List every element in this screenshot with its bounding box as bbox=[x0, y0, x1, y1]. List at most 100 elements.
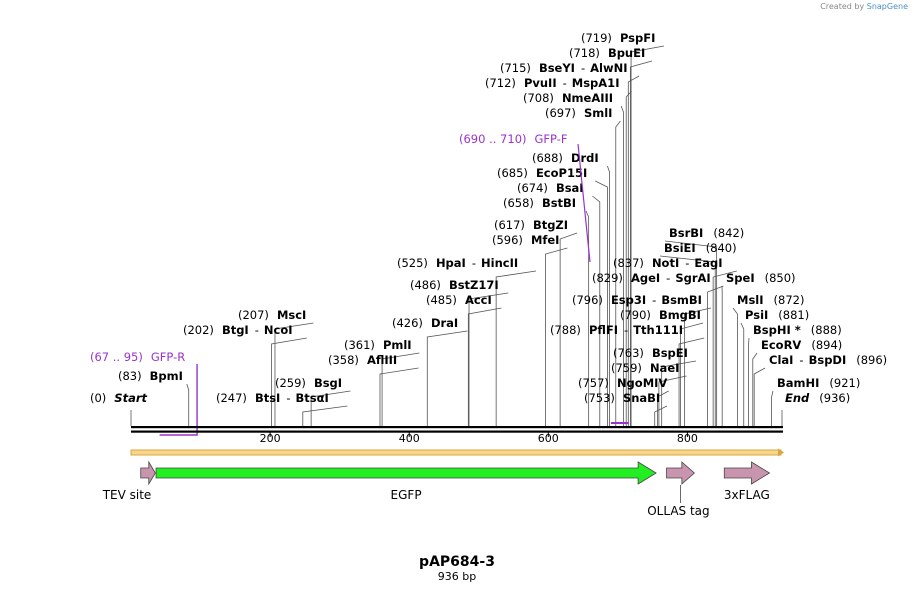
site-label-pmli[interactable]: (361) PmlI bbox=[344, 338, 412, 352]
site-label-ngomiv[interactable]: (757) NgoMIV bbox=[578, 376, 667, 390]
site-name: PmlI bbox=[383, 338, 412, 352]
svg-text:(486)BstZ17I: (486) BstZ17I bbox=[410, 278, 499, 292]
feature-3xflag[interactable]: 3xFLAG bbox=[723, 461, 771, 502]
site-label-mfei[interactable]: (596) MfeI bbox=[492, 233, 559, 247]
site-position: (596) bbox=[492, 233, 523, 247]
site-label-bsrbi[interactable]: BsrBI (842) bbox=[669, 226, 744, 240]
feature-label: 3xFLAG bbox=[724, 488, 770, 502]
site-label-btsi[interactable]: (247) BtsI - BtsαI bbox=[216, 391, 329, 405]
site-separator: - bbox=[666, 271, 670, 285]
site-label-drai[interactable]: (426) DraI bbox=[392, 316, 458, 330]
site-name: DraI bbox=[431, 316, 458, 330]
feature-label: EGFP bbox=[391, 488, 422, 502]
primer-gfp-r[interactable]: (67 .. 95) GFP-R bbox=[90, 350, 198, 436]
site-label-bpmi[interactable]: (83) BpmI bbox=[118, 369, 183, 383]
site-label-spei[interactable]: SpeI (850) bbox=[726, 271, 796, 285]
site-label-pspfi[interactable]: (719) PspFI bbox=[581, 31, 655, 45]
site-position: (426) bbox=[392, 316, 423, 330]
site-name-2: BspDI bbox=[809, 353, 847, 367]
site-label-drdi[interactable]: (688) DrdI bbox=[532, 151, 599, 165]
feature-arrow bbox=[140, 460, 156, 486]
svg-text:(719)PspFI: (719) PspFI bbox=[581, 31, 655, 45]
site-name: BtgI bbox=[222, 323, 249, 337]
site-label-pflfi[interactable]: (788) PflFI - Tth111I bbox=[550, 323, 683, 337]
site-label-clai[interactable]: ClaI - BspDI (896) bbox=[769, 353, 887, 367]
site-name: BsgI bbox=[314, 376, 342, 390]
site-label-smli[interactable]: (697) SmlI bbox=[545, 106, 612, 120]
site-label-afliii[interactable]: (358) AflIII bbox=[328, 353, 397, 367]
cut-line-mfei bbox=[545, 247, 568, 426]
site-label-bamhi[interactable]: BamHI (921) bbox=[777, 376, 860, 390]
svg-text:(83)BpmI: (83) BpmI bbox=[118, 369, 183, 383]
feature-ollas-tag[interactable]: OLLAS tag bbox=[647, 461, 710, 518]
site-label-btgzi[interactable]: (617) BtgZI bbox=[494, 218, 568, 232]
site-label-bstbi[interactable]: (658) BstBI bbox=[503, 196, 576, 210]
site-label-ecop15i[interactable]: (685) EcoP15I bbox=[497, 166, 587, 180]
site-label-acci[interactable]: (485) AccI bbox=[426, 293, 492, 307]
feature-egfp[interactable]: EGFP bbox=[155, 461, 657, 502]
primers: (67 .. 95) GFP-R (690 .. 710) GFP-F bbox=[90, 132, 629, 436]
feature-tev-site[interactable]: TEV site bbox=[102, 460, 156, 502]
site-label-noti[interactable]: (837) NotI - EagI bbox=[613, 256, 723, 270]
site-separator: - bbox=[652, 293, 656, 307]
site-label-msli[interactable]: MslI (872) bbox=[737, 293, 804, 307]
site-name: End bbox=[785, 391, 810, 405]
primer-leader-line bbox=[577, 143, 591, 263]
site-separator: - bbox=[472, 256, 476, 270]
site-position: (486) bbox=[410, 278, 441, 292]
site-position: (202) bbox=[183, 323, 214, 337]
site-label-hpai[interactable]: (525) HpaI - HincII bbox=[397, 256, 518, 270]
site-position: (837) bbox=[613, 256, 644, 270]
site-label-naei[interactable]: (759) NaeI bbox=[611, 361, 679, 375]
feature-arrow bbox=[723, 461, 771, 485]
site-label-esp3i[interactable]: (796) Esp3I - BsmBI bbox=[572, 293, 702, 307]
site-label-bsgi[interactable]: (259) BsgI bbox=[275, 376, 342, 390]
cut-line-afliii bbox=[379, 367, 419, 426]
site-label-btgi[interactable]: (202) BtgI - NcoI bbox=[183, 323, 293, 337]
svg-text:(202)BtgI-NcoI: (202) BtgI - NcoI bbox=[183, 323, 293, 337]
cut-line-psii bbox=[740, 322, 745, 426]
site-label-end[interactable]: End (936) bbox=[785, 391, 850, 405]
site-name: EcoRV bbox=[761, 338, 801, 352]
site-name: MfeI bbox=[531, 233, 560, 247]
cut-line-bsai bbox=[592, 195, 601, 426]
site-label-bmgbi[interactable]: (790) BmgBI bbox=[620, 308, 701, 322]
site-label-msci[interactable]: (207) MscI bbox=[238, 308, 306, 322]
feature-arrow bbox=[155, 461, 657, 485]
cut-line-agei bbox=[707, 285, 724, 426]
site-position: (0) bbox=[90, 391, 106, 405]
site-separator: - bbox=[685, 256, 689, 270]
site-name-2: EagI bbox=[694, 256, 722, 270]
map-length: 936 bp bbox=[438, 570, 476, 583]
site-label-ecorv[interactable]: EcoRV (894) bbox=[761, 338, 842, 352]
site-label-bsai[interactable]: (674) BsaI bbox=[517, 181, 584, 195]
site-label-bsphi[interactable]: BspHI * (888) bbox=[753, 323, 842, 337]
site-name: BspHI bbox=[753, 323, 791, 337]
site-position: (881) bbox=[778, 308, 809, 322]
primer-range: (690 .. 710) bbox=[459, 132, 527, 146]
site-label-bseyi[interactable]: (715) BseYI - AlwNI bbox=[500, 61, 628, 75]
site-label-pvuii[interactable]: (712) PvuII - MspA1I bbox=[485, 76, 619, 90]
svg-text:SpeI(850): SpeI (850) bbox=[726, 271, 796, 285]
cut-line-ngomiv bbox=[657, 390, 669, 426]
site-label-start[interactable]: (0) Start bbox=[90, 391, 148, 405]
svg-text:BsiEI(840): BsiEI (840) bbox=[664, 241, 737, 255]
site-label-psii[interactable]: PsiI (881) bbox=[745, 308, 809, 322]
site-label-bspei[interactable]: (763) BspEI bbox=[613, 346, 688, 360]
cut-line-nmeaiii bbox=[620, 105, 624, 426]
cut-line-bstz17i bbox=[468, 292, 509, 426]
site-label-bstz17i[interactable]: (486) BstZ17I bbox=[410, 278, 499, 292]
site-label-bpuei[interactable]: (718) BpuEI bbox=[569, 46, 645, 60]
site-label-snabi[interactable]: (753) SnaBI bbox=[584, 391, 660, 405]
site-label-nmeaiii[interactable]: (708) NmeAIII bbox=[523, 91, 613, 105]
site-name: BsaI bbox=[556, 181, 584, 195]
site-position: (718) bbox=[569, 46, 600, 60]
primer-gfp-f[interactable]: (690 .. 710) GFP-F bbox=[459, 132, 629, 424]
cut-line-pvuii bbox=[625, 90, 632, 426]
site-label-bsiei[interactable]: BsiEI (840) bbox=[664, 241, 737, 255]
cut-line-noti bbox=[712, 270, 737, 426]
site-name-2: Tth111I bbox=[633, 323, 683, 337]
site-label-agei[interactable]: (829) AgeI - SgrAI bbox=[592, 271, 711, 285]
svg-text:(697)SmlI: (697) SmlI bbox=[545, 106, 612, 120]
